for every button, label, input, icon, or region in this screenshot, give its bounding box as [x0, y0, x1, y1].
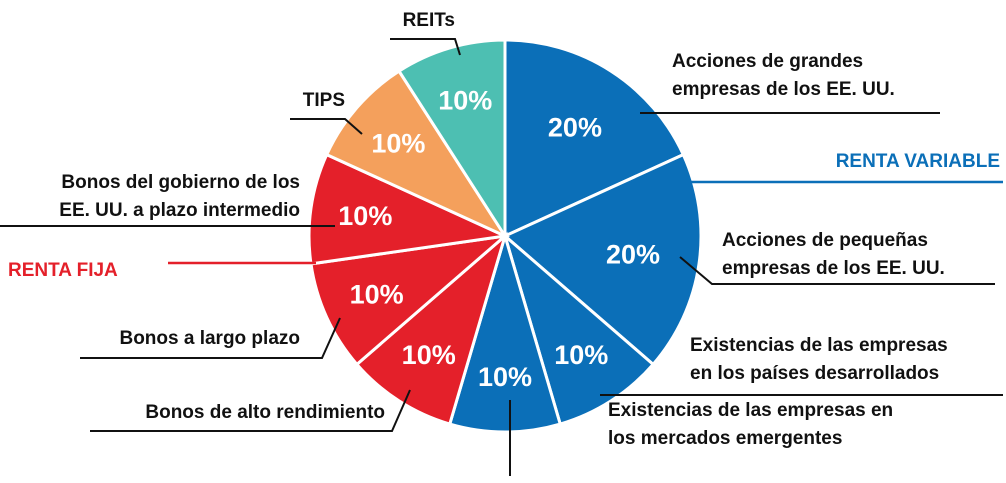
slice-value-label: 10%	[371, 129, 425, 159]
slice-value-label: 10%	[402, 340, 456, 370]
slice-label: Bonos a largo plazo	[119, 328, 300, 349]
slice-value-label: 10%	[350, 280, 404, 310]
pie-slice	[309, 233, 510, 367]
pie-slice	[307, 152, 511, 266]
slice-value-label: 10%	[438, 86, 492, 116]
leader-line	[290, 118, 363, 135]
pie-slice	[354, 231, 508, 426]
leader-line	[390, 38, 461, 56]
slice-label: Acciones de grandes empresas de los EE. U…	[672, 51, 895, 100]
slice-label: TIPS	[303, 90, 345, 111]
leader-line	[90, 389, 411, 432]
slice-value-label: 20%	[606, 240, 660, 270]
slice-label-line: Bonos de alto rendimiento	[145, 402, 385, 423]
slice-label-line: los mercados emergentes	[608, 428, 842, 449]
slice-label-line: Existencias de las empresas	[690, 335, 948, 356]
leader-line	[80, 317, 341, 359]
slice-label-line: Bonos a largo plazo	[119, 328, 300, 349]
slice-label: Existencias de las empresas en los mercad…	[608, 400, 893, 449]
slice-label-line: Bonos del gobierno de los	[61, 172, 300, 193]
pie-slice	[503, 38, 686, 239]
slice-label: Existencias de las empresas en los países…	[690, 335, 948, 384]
slice-value-label: 20%	[548, 112, 602, 142]
slice-label-line: empresas de los EE. UU.	[672, 79, 895, 100]
slice-label: Bonos de alto rendimiento	[145, 402, 385, 423]
pie-slice	[447, 230, 563, 434]
slice-label-line: empresas de los EE. UU.	[722, 258, 945, 279]
slice-label-line: TIPS	[303, 90, 345, 111]
group-label: RENTA FIJA	[8, 260, 118, 281]
group-label: RENTA VARIABLE	[836, 151, 1000, 172]
slice-label-line: EE. UU. a plazo intermedio	[59, 200, 300, 221]
pie-slice	[502, 152, 703, 367]
slice-label: REITs	[403, 10, 455, 31]
slice-label-line: Acciones de pequeñas	[722, 230, 928, 251]
pie-slice	[502, 231, 656, 426]
pie-slice	[324, 69, 510, 240]
slice-label-line: REITs	[403, 10, 455, 31]
slice-value-label: 10%	[554, 340, 608, 370]
slice-label: Bonos del gobierno de los EE. UU. a plazo…	[59, 172, 300, 221]
leader-line	[679, 256, 995, 285]
slice-value-label: 10%	[338, 201, 392, 231]
slice-label-line: Acciones de grandes	[672, 51, 863, 72]
slice-label: Acciones de pequeñas empresas de los EE. …	[722, 230, 945, 279]
pie-slice	[396, 38, 507, 242]
slice-label-line: en los países desarrollados	[690, 363, 939, 384]
slice-value-label: 10%	[478, 362, 532, 392]
slice-label-line: Existencias de las empresas en	[608, 400, 893, 421]
